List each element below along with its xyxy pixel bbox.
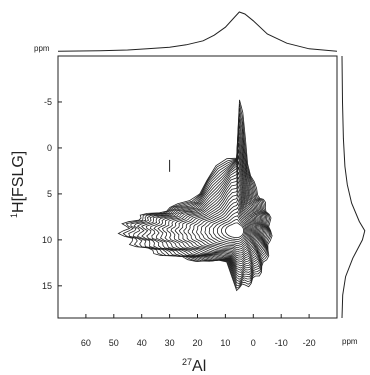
y-unit-label: ppm bbox=[34, 44, 50, 53]
f2-projection-trace bbox=[57, 11, 338, 52]
f1-projection bbox=[341, 55, 366, 319]
contour-line bbox=[153, 142, 264, 273]
y-axis-title: 1H[FSLG] bbox=[9, 151, 27, 218]
plot-frame bbox=[57, 55, 338, 319]
y-tick-label: 10 bbox=[42, 235, 52, 245]
x-unit-label: ppm bbox=[342, 337, 358, 346]
x-tick-label: 20 bbox=[192, 338, 202, 348]
x-tick-label: 30 bbox=[165, 338, 175, 348]
y-axis: -5 0 5 10 15 bbox=[42, 97, 62, 291]
contour-line bbox=[161, 155, 261, 269]
contour-line bbox=[225, 222, 244, 239]
x-tick-label: 60 bbox=[81, 338, 91, 348]
y-axis-superscript: 1 bbox=[9, 213, 19, 218]
contour-line bbox=[145, 129, 266, 278]
contour-line bbox=[200, 197, 251, 251]
contour-line bbox=[204, 202, 250, 249]
contour-line bbox=[140, 123, 267, 280]
contour-line bbox=[196, 193, 252, 253]
x-tick-label: -10 bbox=[275, 338, 288, 348]
x-axis-title: 27Al bbox=[182, 357, 206, 375]
y-tick-label: -5 bbox=[44, 97, 52, 107]
contour-line bbox=[178, 176, 257, 261]
contour-line bbox=[132, 112, 269, 284]
x-tick-label: -20 bbox=[303, 338, 316, 348]
x-axis-superscript: 27 bbox=[182, 357, 192, 367]
x-axis-label: Al bbox=[192, 358, 206, 375]
x-tick-label: 40 bbox=[137, 338, 147, 348]
x-tick-label: 10 bbox=[220, 338, 230, 348]
contour-line bbox=[191, 188, 253, 255]
contour-line bbox=[157, 149, 263, 271]
y-tick-label: 5 bbox=[47, 189, 52, 199]
f1-projection-trace bbox=[341, 55, 366, 319]
contour-line bbox=[187, 184, 254, 257]
contour-line bbox=[136, 117, 268, 282]
contour-line bbox=[212, 211, 248, 245]
contour-line bbox=[170, 166, 259, 264]
y-axis-label: H[FSLG] bbox=[10, 151, 27, 213]
x-tick-label: 0 bbox=[251, 338, 256, 348]
contour-plot bbox=[117, 99, 273, 292]
contour-line bbox=[174, 171, 258, 262]
contour-line bbox=[149, 136, 265, 275]
y-tick-label: 15 bbox=[42, 281, 52, 291]
f2-projection bbox=[57, 11, 338, 52]
x-axis: 60 50 40 30 20 10 0 -10 -20 bbox=[81, 314, 316, 348]
contour-line bbox=[220, 218, 246, 241]
y-tick-label: 0 bbox=[47, 143, 52, 153]
contour-line bbox=[117, 99, 273, 292]
contour-line bbox=[122, 103, 272, 289]
contour-line bbox=[208, 206, 249, 247]
contour-line bbox=[217, 215, 247, 243]
x-tick-label: 50 bbox=[109, 338, 119, 348]
contour-line bbox=[128, 107, 270, 286]
contour-line bbox=[166, 161, 260, 267]
contour-line bbox=[183, 179, 255, 259]
